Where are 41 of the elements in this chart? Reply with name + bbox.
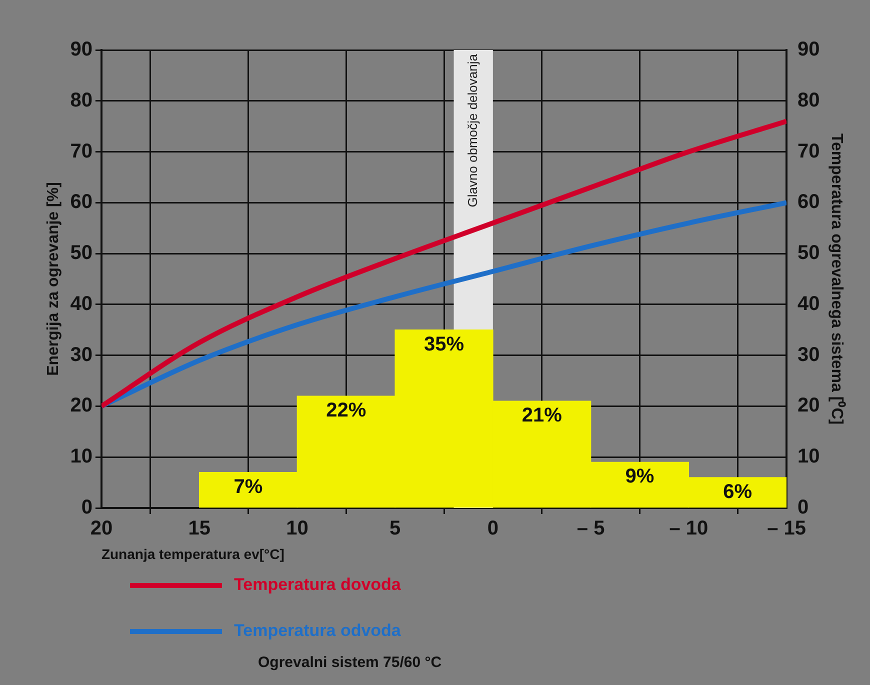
x-tick-label: 20	[90, 518, 113, 540]
data-label: 21%	[522, 404, 562, 427]
y-tick-label: 60	[70, 191, 92, 214]
x-tick-label: 15	[188, 518, 210, 540]
x-tick-label: – 10	[669, 518, 708, 540]
y2-tick-label: 10	[798, 446, 820, 468]
y2-tick-label: 30	[798, 344, 820, 366]
y-tick-label: 40	[70, 292, 92, 315]
y-axis-title: Energija za ogrevanje [%]	[45, 182, 62, 376]
data-label: 7%	[234, 476, 263, 498]
y-tick-label: 70	[70, 140, 92, 162]
y2-tick-label: 0	[798, 496, 809, 519]
y2-tick-label: 70	[798, 140, 820, 162]
x-axis-title: Zunanja temperatura ev[°C]	[101, 546, 284, 562]
x-tick-label: 5	[390, 518, 401, 540]
data-label: 9%	[625, 466, 654, 488]
y2-tick-label: 50	[798, 242, 820, 264]
y-tick-label: 30	[70, 344, 92, 366]
y-tick-label: 90	[70, 38, 92, 61]
y2-tick-label: 20	[798, 394, 820, 417]
y-tick-label: 50	[70, 242, 92, 264]
data-label: 6%	[723, 480, 752, 503]
x-tick-label: 0	[487, 518, 498, 540]
y2-tick-label: 60	[798, 191, 820, 214]
text: Ogrevalni sistem 75/60 °C	[258, 654, 443, 671]
text: Temperatura odvoda	[234, 621, 401, 641]
data-label: 35%	[424, 333, 464, 356]
y-tick-label: 80	[70, 89, 92, 112]
x-tick-label: 10	[286, 518, 308, 540]
y2-tick-label: 40	[798, 292, 820, 315]
y-tick-label: 20	[70, 394, 92, 417]
y2-tick-label: 80	[798, 89, 820, 112]
y-tick-label: 10	[70, 446, 92, 468]
y2-tick-label: 90	[798, 38, 820, 61]
x-tick-label: – 15	[767, 518, 806, 540]
x-tick-label: – 5	[576, 518, 605, 540]
band-label: Glavno območje delovanja	[464, 53, 480, 208]
y2-axis-title: Temperatura ogrevalnega sistema [⁰C]	[828, 133, 846, 425]
text: Temperatura dovoda	[234, 575, 401, 595]
y-tick-label: 0	[81, 496, 92, 519]
data-label: 22%	[326, 400, 366, 422]
